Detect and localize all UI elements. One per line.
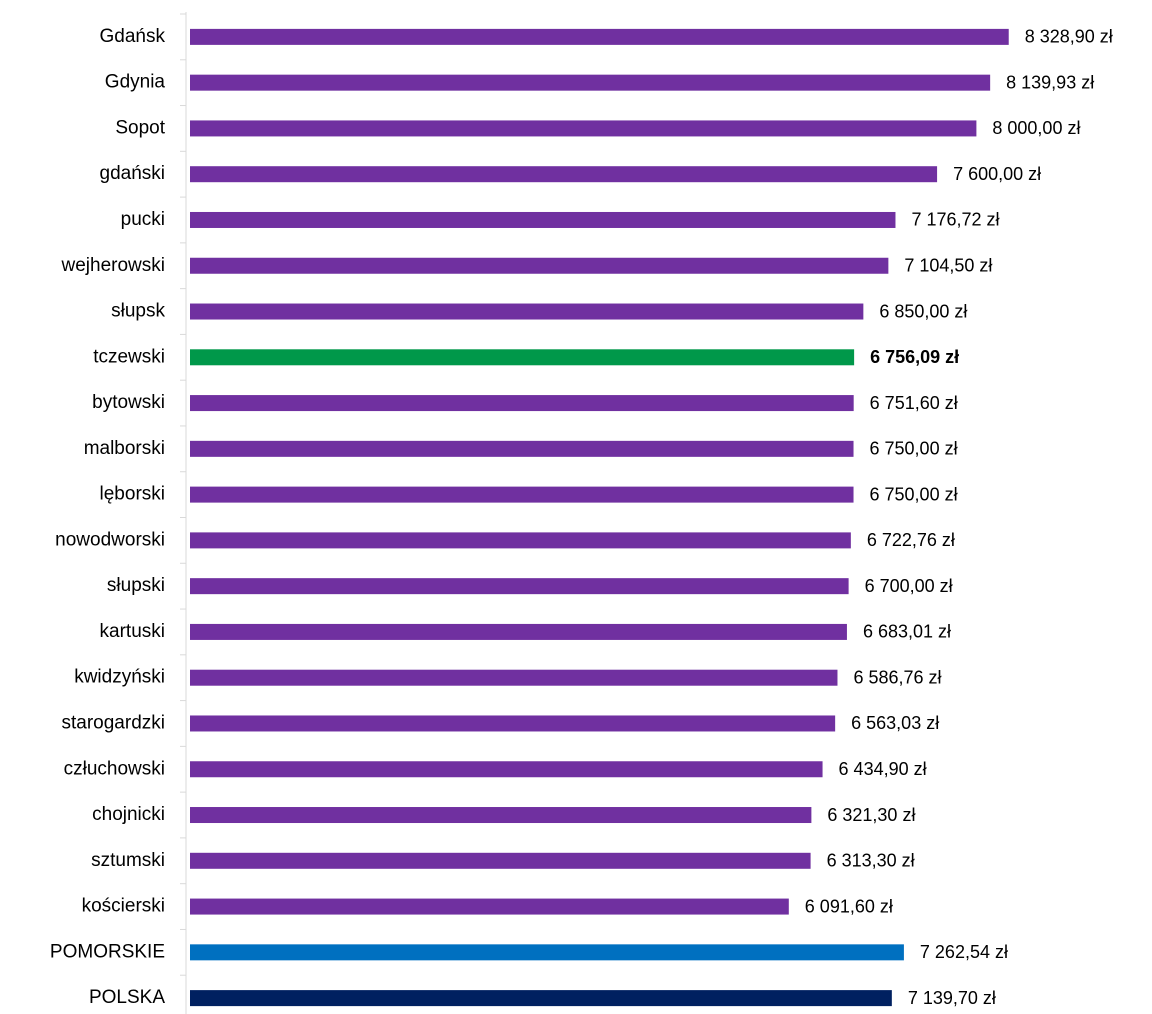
category-label: kartuski [100,621,165,642]
category-label: malborski [84,438,165,459]
bar [190,990,892,1007]
value-label: 6 756,09 zł [870,347,959,367]
value-label: 8 328,90 zł [1025,27,1113,47]
value-label: 6 091,60 zł [805,896,893,916]
category-label: Gdynia [105,72,166,93]
value-label: 7 104,50 zł [904,256,992,276]
bar [190,807,812,824]
category-label: chojnicki [92,804,165,825]
bar [190,166,938,183]
value-label: 6 750,00 zł [870,439,958,459]
value-label: 6 313,30 zł [827,851,915,871]
bar [190,395,854,412]
bar [190,578,849,595]
value-label: 7 139,70 zł [908,988,996,1008]
value-label: 6 321,30 zł [827,805,915,825]
category-label: kościerski [82,896,165,917]
value-label: 6 722,76 zł [867,530,955,550]
bar [190,28,1009,45]
bar [190,944,904,961]
value-label: 7 176,72 zł [911,210,999,230]
category-label: słupsk [111,301,165,322]
value-label: 8 000,00 zł [992,118,1080,138]
value-label: 6 751,60 zł [870,393,958,413]
value-label: 6 700,00 zł [865,576,953,596]
bar [190,257,889,274]
category-label: POLSKA [89,987,165,1008]
category-label: kwidzyński [74,667,165,688]
bar [190,669,838,686]
bar [190,120,977,137]
category-label: bytowski [92,392,165,413]
value-label: 7 262,54 zł [920,942,1008,962]
value-label: 6 750,00 zł [870,484,958,504]
bar [190,211,896,228]
category-label: słupski [107,575,165,596]
bar [190,74,991,91]
category-label: lęborski [100,484,165,505]
category-label: wejherowski [61,255,165,276]
category-label: pucki [121,209,165,230]
value-label: 6 586,76 zł [853,667,941,687]
category-label: Gdańsk [100,26,166,47]
category-label: sztumski [91,850,165,871]
bar [190,440,854,457]
category-label: gdański [100,163,166,184]
bar [190,898,789,915]
category-label: Sopot [115,117,165,138]
value-label: 6 434,90 zł [839,759,927,779]
bar [190,303,864,320]
bar [190,486,854,503]
value-label: 7 600,00 zł [953,164,1041,184]
category-label: nowodworski [55,529,165,550]
category-label: starogardzki [62,712,166,733]
category-label: POMORSKIE [50,941,165,962]
value-label: 6 683,01 zł [863,622,951,642]
bar [190,532,851,549]
category-label: człuchowski [64,758,165,779]
value-label: 6 563,03 zł [851,713,939,733]
category-label: tczewski [93,346,165,367]
bar [190,852,811,869]
bar [190,715,836,732]
bar [190,349,855,366]
value-label: 6 850,00 zł [879,301,967,321]
value-label: 8 139,93 zł [1006,72,1094,92]
bar [190,761,823,778]
bar [190,623,847,640]
